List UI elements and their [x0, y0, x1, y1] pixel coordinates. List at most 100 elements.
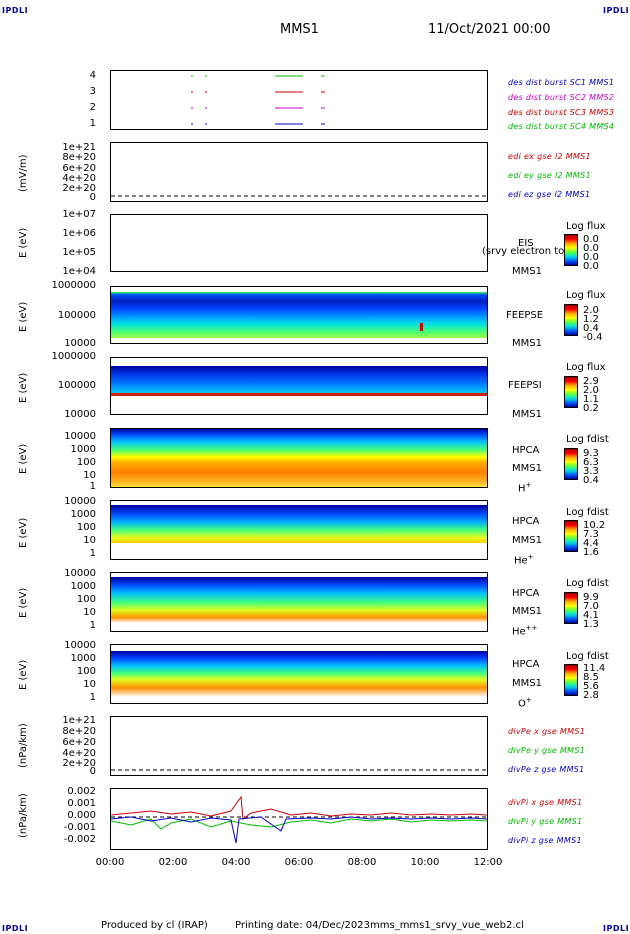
colorbar-value: 0.0 — [583, 234, 599, 245]
y-tick: 10 — [83, 535, 96, 546]
legend-entry: edi ey gse l2 MMS1 — [508, 171, 591, 180]
overlay-label: (srvy electron to — [482, 246, 565, 257]
legend-entry: divPe y gse MMS1 — [508, 746, 586, 755]
y-tick: 10 — [83, 607, 96, 618]
colorbar-value: 0.2 — [583, 403, 599, 414]
y-tick: 1e+05 — [62, 247, 96, 258]
colorbar-title: Log flux — [566, 290, 606, 301]
legend-entry: divPi z gse MMS1 — [508, 836, 582, 845]
divpi-y-trace — [110, 818, 488, 830]
legend-entry: des dist burst SC1 MMS1 — [508, 78, 615, 87]
y-tick: 6e+20 — [62, 163, 96, 174]
y-tick: 1 — [89, 118, 96, 129]
spacecraft-label: MMS1 — [512, 606, 542, 617]
colorbar — [564, 376, 578, 408]
colorbar-value: 2.8 — [583, 690, 599, 701]
y-axis-label: E (eV) — [18, 659, 29, 690]
y-tick: 8e+20 — [62, 726, 96, 737]
y-axis-label: (mV/m) — [18, 154, 29, 193]
y-tick: 1000 — [70, 509, 96, 520]
datetime-title: 11/Oct/2021 00:00 — [428, 22, 551, 37]
divpe-plot — [111, 769, 487, 771]
colorbar-value: 1.2 — [583, 314, 599, 325]
instrument-label: HPCA — [512, 659, 540, 670]
instrument-label: HPCA — [512, 588, 540, 599]
y-tick: 1e+06 — [62, 228, 96, 239]
legend-entry: des dist burst SC3 MMS3 — [508, 108, 615, 117]
y-tick: 10000 — [64, 568, 96, 579]
colorbar-title: Log fdist — [566, 507, 609, 518]
colorbar-value: 2.0 — [583, 385, 599, 396]
divpi-x-trace — [110, 795, 488, 820]
y-tick: 2 — [89, 102, 96, 113]
divpi-plot — [110, 795, 488, 844]
colorbar-value: 9.3 — [583, 448, 599, 459]
x-tick: 04:00 — [221, 857, 251, 868]
spacecraft-label: MMS1 — [512, 409, 542, 420]
y-tick: 10000 — [64, 640, 96, 651]
y-tick: 10000 — [64, 496, 96, 507]
colorbar-value: 4.4 — [583, 538, 599, 549]
species-label: He+ — [514, 553, 534, 567]
instrument-label: EIS — [518, 238, 534, 249]
colorbar-value: 6.3 — [583, 457, 599, 468]
y-axis-label: E (eV) — [18, 587, 29, 618]
spacecraft-label: MMS1 — [512, 535, 542, 546]
y-tick: 1 — [89, 481, 96, 492]
y-tick: 6e+20 — [62, 737, 96, 748]
instrument-label: HPCA — [512, 516, 540, 527]
feepsi-band — [111, 393, 487, 396]
y-tick: 0.002 — [67, 786, 96, 797]
y-tick: 1000000 — [51, 280, 96, 291]
panel-hpca-o — [110, 644, 488, 704]
species-label: H+ — [518, 481, 532, 495]
y-tick: -0.002 — [63, 834, 96, 845]
y-axis-label: (nPa/km) — [18, 793, 29, 838]
y-tick: 100 — [76, 594, 96, 605]
legend-entry: divPi x gse MMS1 — [508, 798, 583, 807]
x-tick: 10:00 — [410, 857, 440, 868]
species-label: O+ — [518, 696, 532, 710]
colorbar-value: 7.0 — [583, 601, 599, 612]
y-tick: 0 — [89, 766, 96, 777]
corner-label-bottom-right: IPDLI — [603, 924, 630, 933]
footer-printing-date: Printing date: 04/Dec/2023 — [235, 920, 371, 931]
y-tick: 100000 — [57, 380, 96, 391]
y-tick: 1e+21 — [62, 715, 96, 726]
y-tick: 4e+20 — [62, 173, 96, 184]
y-tick: 10 — [83, 679, 96, 690]
colorbar-title: Log fdist — [566, 578, 609, 589]
colorbar-value: 1.1 — [583, 394, 599, 405]
x-tick: 06:00 — [284, 857, 314, 868]
colorbar-value: 2.0 — [583, 305, 599, 316]
footer-produced-by: Produced by cl (IRAP) — [101, 920, 208, 931]
colorbar-value: 0.4 — [583, 475, 599, 486]
corner-label-top-left: IPDLI — [2, 6, 29, 15]
y-tick: 1 — [89, 620, 96, 631]
y-tick: 1 — [89, 548, 96, 559]
colorbar-value: 11.4 — [583, 663, 606, 674]
instrument-label: FEEPSI — [508, 380, 542, 391]
hpca-o-spectrogram — [111, 651, 487, 697]
y-tick: 4e+20 — [62, 748, 96, 759]
panel-divpe — [110, 716, 488, 776]
y-tick: 2e+20 — [62, 183, 96, 194]
legend-entry: des dist burst SC4 MMS4 — [508, 122, 615, 131]
y-tick: -0.001 — [63, 822, 96, 833]
panel-feepse — [110, 286, 488, 344]
y-tick: 1e+04 — [62, 266, 96, 277]
legend-entry: des dist burst SC2 MMS2 — [508, 93, 615, 102]
footer-file-name: mms_mms1_srvy_vue_web2.cl — [370, 920, 524, 931]
colorbar-value: 0.4 — [583, 323, 599, 334]
instrument-label: HPCA — [512, 445, 540, 456]
y-axis-label: E (eV) — [18, 372, 29, 403]
legend-entry: edi ex gse l2 MMS1 — [508, 152, 591, 161]
x-tick: 12:00 — [473, 857, 503, 868]
feepsi-spectrogram — [111, 366, 487, 396]
corner-label-top-right: IPDLI — [603, 6, 630, 15]
legend-entry: edi ez gse l2 MMS1 — [508, 190, 591, 199]
spacecraft-label: MMS1 — [512, 338, 542, 349]
x-tick: 08:00 — [347, 857, 377, 868]
colorbar-value: 4.1 — [583, 610, 599, 621]
y-tick: 0.000 — [67, 810, 96, 821]
